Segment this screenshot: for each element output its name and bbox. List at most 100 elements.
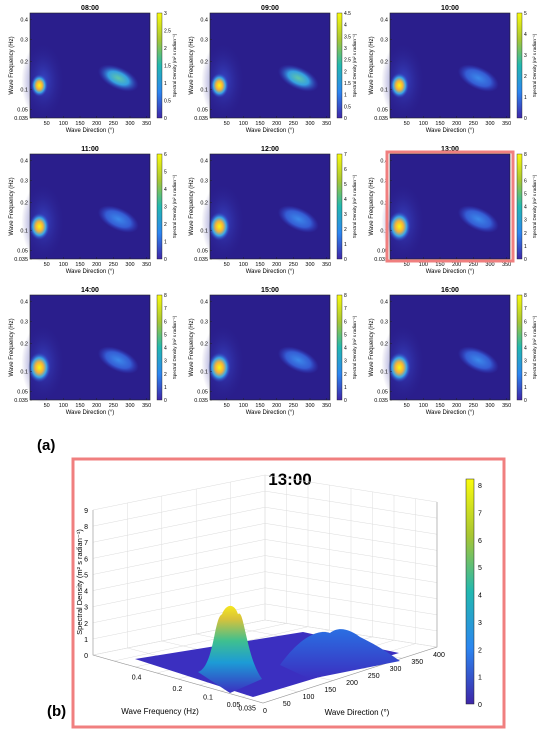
primary-peak <box>208 212 231 241</box>
colorbar-tick: 3 <box>164 11 167 17</box>
colorbar-tick: 0 <box>524 257 527 263</box>
colorbar-tick: 6 <box>344 167 347 173</box>
freq-tick-label: 0.1 <box>203 695 213 702</box>
y-tick-label: 0.035 <box>194 257 208 263</box>
colorbar-tick: 6 <box>164 152 167 158</box>
z-tick-label: 6 <box>84 556 88 563</box>
y-tick-label: 0.1 <box>380 370 388 376</box>
z-tick-label: 4 <box>84 589 88 596</box>
y-tick-label: 0.035 <box>374 398 388 404</box>
x-tick-label: 100 <box>59 121 68 127</box>
heatmap-panel-0800: 08:00 50 100 150 200 250 300 350 Wave Direction … <box>9 5 177 134</box>
surface-3d-chart: 13:00 0 1 2 3 4 5 6 7 8 9 Spectral Density (m² s ra… <box>71 457 506 729</box>
x-tick-label: 350 <box>322 121 331 127</box>
colorbar-tick: 4 <box>344 197 347 203</box>
y-tick-label: 0.05 <box>197 108 208 114</box>
panel-title: 09:00 <box>261 5 279 12</box>
x-tick-label: 300 <box>305 121 314 127</box>
z-tick-label: 1 <box>84 637 88 644</box>
y-axis-label: Wave Frequency (Hz) <box>9 177 15 235</box>
x-tick-label: 150 <box>75 262 84 268</box>
y-tick-label: 0.2 <box>200 341 208 347</box>
primary-peak <box>388 211 411 242</box>
primary-peak <box>210 73 229 98</box>
y-tick-label: 0.4 <box>20 17 28 23</box>
primary-peak <box>29 212 50 240</box>
colorbar-tick: 0 <box>344 116 347 122</box>
x-tick-label: 350 <box>142 121 151 127</box>
y-axis-label: Wave Frequency (Hz) <box>189 177 195 235</box>
z-axis-label: Spectral Density (m² s radian⁻¹) <box>75 529 84 635</box>
y-axis-label: Wave Frequency (Hz) <box>9 36 15 94</box>
x-tick-label: 150 <box>75 403 84 409</box>
x-tick-label: 200 <box>272 262 281 268</box>
y-tick-label: 0.3 <box>380 178 388 184</box>
y-tick-label: 0.1 <box>20 370 28 376</box>
y-tick-label: 0.035 <box>374 257 388 263</box>
panel-title: 16:00 <box>441 287 459 294</box>
dir-tick-label: 150 <box>324 687 336 694</box>
x-tick-label: 350 <box>502 262 511 268</box>
colorbar-tick: 3 <box>524 53 527 59</box>
x-tick-label: 150 <box>255 121 264 127</box>
colorbar-tick: 1 <box>344 385 347 391</box>
y-tick-label: 0.3 <box>20 178 28 184</box>
x-tick-label: 50 <box>404 403 410 409</box>
colorbar-tick: 2 <box>344 372 347 378</box>
colorbar-tick: 1 <box>164 81 167 87</box>
colorbar-tick: 6 <box>524 178 527 184</box>
surface-title: 13:00 <box>268 470 311 489</box>
colorbar-label: Spectral Density (m² s radian⁻¹) <box>172 174 177 238</box>
x-tick-label: 350 <box>322 262 331 268</box>
colorbar-tick: 1 <box>524 244 527 250</box>
y-tick-label: 0.05 <box>377 108 388 114</box>
colorbar <box>516 153 523 260</box>
secondary-peak <box>97 205 139 233</box>
colorbar-tick: 6 <box>524 319 527 325</box>
colorbar-tick: 5 <box>344 182 347 188</box>
surface-primary-peak <box>198 605 262 693</box>
primary-peak <box>388 352 411 383</box>
colorbar-tick: 1 <box>524 385 527 391</box>
colorbar-tick: 1.5 <box>344 81 351 87</box>
colorbar-tick: 2 <box>524 231 527 237</box>
colorbar-tick: 1 <box>344 242 347 248</box>
colorbar-tick: 1 <box>164 240 167 246</box>
panel-title: 12:00 <box>261 146 279 153</box>
x-tick-label: 100 <box>239 403 248 409</box>
colorbar <box>516 12 523 119</box>
surface-colorbar-tick: 2 <box>478 647 482 654</box>
colorbar <box>156 294 163 401</box>
colorbar <box>156 12 163 119</box>
y-axis-label: Wave Frequency (Hz) <box>9 318 15 376</box>
surface-colorbar-tick: 4 <box>478 593 482 600</box>
y-tick-label: 0.4 <box>20 158 28 164</box>
colorbar-tick: 2 <box>524 372 527 378</box>
z-tick-label: 8 <box>84 524 88 531</box>
colorbar-tick: 0 <box>164 116 167 122</box>
colorbar-label: Spectral Density (m² s radian⁻¹) <box>352 315 357 379</box>
secondary-peak <box>277 64 319 92</box>
x-tick-label: 50 <box>44 262 50 268</box>
y-tick-label: 0.4 <box>20 299 28 305</box>
x-tick-label: 300 <box>125 121 134 127</box>
highlight-border <box>385 150 515 263</box>
x-tick-label: 250 <box>469 403 478 409</box>
colorbar-tick: 2 <box>164 372 167 378</box>
z-tick-label: 0 <box>84 653 88 660</box>
x-tick-label: 50 <box>404 121 410 127</box>
colorbar-tick: 2.5 <box>344 58 351 64</box>
x-tick-label: 250 <box>469 121 478 127</box>
x-tick-label: 350 <box>322 403 331 409</box>
colorbar-tick: 2 <box>344 227 347 233</box>
x-tick-label: 300 <box>485 262 494 268</box>
x-axis-label: Wave Direction (°) <box>66 128 115 134</box>
x-axis-label: Wave Direction (°) <box>426 128 475 134</box>
y-tick-label: 0.05 <box>377 249 388 255</box>
surface-colorbar-tick: 3 <box>478 620 482 627</box>
colorbar-tick: 0 <box>344 257 347 263</box>
x-tick-label: 300 <box>305 403 314 409</box>
x-tick-label: 50 <box>44 121 50 127</box>
